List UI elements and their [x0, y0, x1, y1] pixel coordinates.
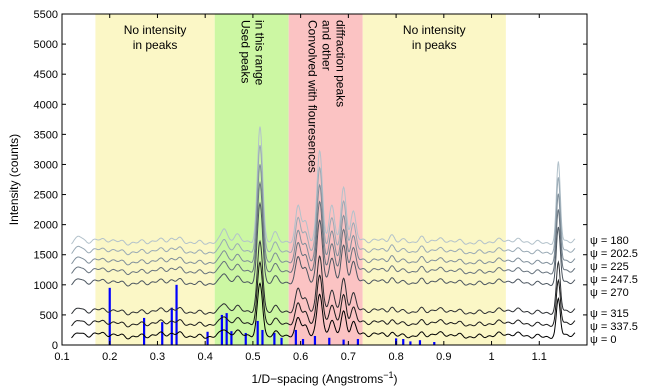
series-label-2: ψ = 225 [590, 261, 629, 273]
y-tick-label-2: 1000 [34, 280, 58, 292]
x-tick-label-9: 1 [488, 351, 494, 363]
series-label-6: ψ = 337.5 [590, 321, 638, 333]
x-axis-label: 1/D−spacing (Angstroms−1) [252, 370, 398, 386]
region-label-2-line-2: diffraction peaks [334, 20, 348, 107]
region-label-0-line-0: No intensity [124, 23, 187, 37]
x-tick-label-3: 0.4 [198, 351, 213, 363]
x-tick-label-10: 1.1 [532, 351, 547, 363]
plot-frame [61, 13, 588, 346]
region-label-3-line-1: in peaks [412, 38, 457, 52]
x-axis-label-text: 1/D−spacing (Angstroms [252, 372, 384, 386]
y-tick-label-8: 4000 [34, 99, 58, 111]
y-axis-label: Intensity (counts) [7, 134, 21, 225]
x-tick-label-5: 0.6 [293, 351, 308, 363]
x-axis-label-exponent: −1 [383, 370, 393, 380]
y-tick-label-11: 5500 [34, 9, 58, 21]
x-axis-ticks: 0.1 0.2 0.3 0.4 0.5 0.6 0.7 0.8 0.9 1 1.1 [54, 14, 547, 363]
series-label-5: ψ = 315 [590, 308, 629, 320]
y-tick-label-10: 5000 [34, 39, 58, 51]
y-tick-label-0: 0 [52, 340, 58, 352]
region-band-2 [288, 14, 363, 345]
series-line-4 [71, 201, 576, 287]
region-label-2-line-1: and other [320, 20, 334, 71]
y-tick-label-4: 2000 [34, 220, 58, 232]
series-lines [71, 126, 576, 340]
region-label-1-line-1: in this range [253, 20, 267, 86]
region-label-3-line-0: No intensity [403, 23, 466, 37]
x-axis-label-close: ) [394, 372, 398, 386]
y-tick-label-9: 4500 [34, 69, 58, 81]
series-label-0: ψ = 180 [590, 235, 629, 247]
region-label-1-line-0: Used peaks [239, 20, 253, 83]
series-line-5 [71, 239, 576, 316]
series-line-6 [71, 260, 576, 328]
series-line-2 [71, 164, 576, 266]
series-line-1 [71, 145, 576, 256]
region-band-0 [95, 14, 215, 345]
y-tick-label-5: 2500 [34, 190, 58, 202]
series-label-7: ψ = 0 [590, 334, 617, 346]
region-label-0-line-1: in peaks [133, 38, 178, 52]
series-label-1: ψ = 202.5 [590, 248, 638, 260]
region-band-3 [362, 14, 506, 345]
y-tick-label-3: 1500 [34, 250, 58, 262]
series-line-0 [71, 126, 576, 246]
x-tick-label-6: 0.7 [341, 351, 356, 363]
region-label-2-line-0: Convolved with flouresences [306, 20, 320, 173]
y-tick-label-1: 500 [40, 310, 58, 322]
x-tick-label-4: 0.5 [245, 351, 260, 363]
series-label-4: ψ = 270 [590, 287, 629, 299]
x-tick-label-1: 0.2 [102, 351, 117, 363]
y-axis-ticks: 0 500 1000 1500 2000 2500 3000 3500 4000 4500 5000… [34, 9, 587, 352]
series-label-3: ψ = 247.5 [590, 274, 638, 286]
series-line-7 [71, 282, 576, 340]
region-band-1 [214, 14, 289, 345]
series-line-3 [71, 181, 576, 276]
x-tick-label-8: 0.9 [436, 351, 451, 363]
highlight-regions [95, 14, 506, 345]
y-tick-label-7: 3500 [34, 129, 58, 141]
y-tick-label-6: 3000 [34, 159, 58, 171]
x-tick-label-7: 0.8 [388, 351, 403, 363]
x-tick-label-2: 0.3 [150, 351, 165, 363]
x-tick-label-0: 0.1 [54, 351, 69, 363]
